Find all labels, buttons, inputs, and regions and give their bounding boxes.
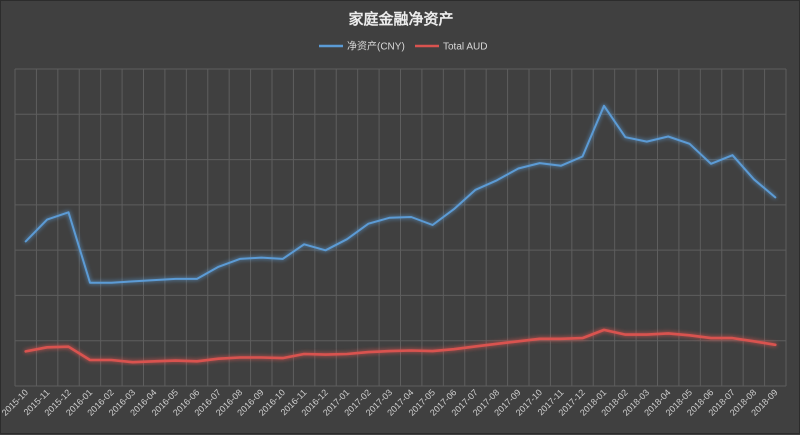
gridlines xyxy=(15,69,786,386)
legend-label: 净资产(CNY) xyxy=(347,40,405,53)
chart-title: 家庭金融净资产 xyxy=(348,10,453,28)
legend-label: Total AUD xyxy=(443,42,487,53)
x-axis-ticks: 2015-102015-112015-122016-012016-022016-… xyxy=(1,387,780,417)
legend: 净资产(CNY) Total AUD xyxy=(319,40,487,53)
